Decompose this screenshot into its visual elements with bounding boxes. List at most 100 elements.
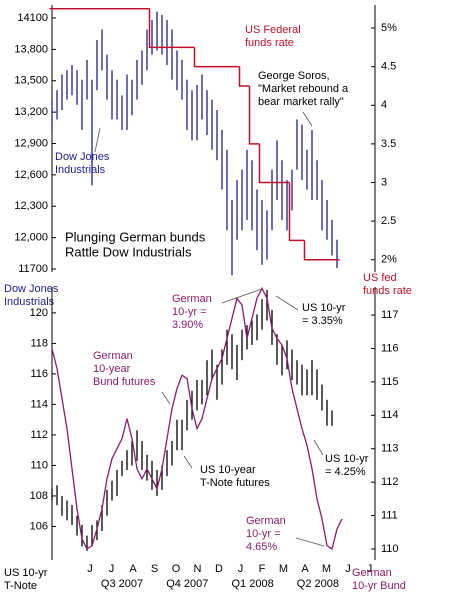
annotation: = 4.25% [325, 466, 366, 478]
annotation: Dow Jones [55, 151, 110, 163]
x-tick-label: J [367, 563, 373, 575]
step-segment [248, 85, 255, 145]
quarter-label: Q2 2008 [297, 578, 339, 590]
y2-tick-label: 112 [381, 476, 399, 488]
x-tick-label: A [301, 563, 309, 575]
y-tick-label: 114 [30, 398, 48, 410]
x-tick-label: M [322, 563, 331, 575]
y2-tick-label: 117 [381, 309, 399, 321]
annotation: US 10-yr [302, 302, 346, 314]
step-segment [303, 240, 310, 261]
y-tick-label: 13,200 [14, 106, 48, 118]
annotation: Industrials [4, 296, 55, 308]
y-tick-label: 11700 [18, 263, 48, 275]
y-tick-label: 13,800 [14, 43, 48, 55]
x-tick-label: J [238, 563, 244, 575]
annotation: Rattle Dow Industrials [65, 244, 192, 259]
x-tick-label: A [129, 563, 137, 575]
x-tick-label: J [87, 563, 93, 575]
step-segment [258, 143, 265, 184]
annotation: US 10-yr [325, 453, 369, 465]
x-tick-label: J [109, 563, 115, 575]
line [51, 286, 343, 551]
annotation: = 3.35% [302, 315, 343, 327]
annotation: German [246, 515, 286, 527]
annotation: George Soros, [258, 70, 330, 82]
x-tick-label: S [151, 563, 158, 575]
step-segment [238, 66, 245, 87]
annotation: 4.65% [246, 541, 277, 553]
y2-tick-label: 111 [381, 509, 398, 521]
pointer [94, 127, 101, 153]
step-segment [148, 8, 155, 49]
annotation: 10-yr Bund [352, 580, 406, 592]
annotation: bear market rally" [258, 96, 344, 108]
y-tick-label: 120 [30, 307, 48, 319]
annotation: 10-yr = [172, 306, 207, 318]
y2-tick-label: 3 [381, 176, 387, 188]
y-tick-label: 118 [30, 337, 48, 349]
y2-tick-label: 2.5 [381, 215, 396, 227]
annotation: Industrials [55, 164, 106, 176]
annotation: US 10-year [200, 464, 256, 476]
pointer [221, 288, 263, 304]
annotation: Bund futures [93, 376, 156, 388]
pointer [313, 439, 324, 456]
annotation: 10-year [93, 363, 131, 375]
y2-tick-label: 3.5 [381, 138, 396, 150]
annotation: 3.90% [172, 319, 203, 331]
x-tick-label: J [345, 563, 351, 575]
y2-tick-label: 5% [381, 22, 397, 34]
annotation: Dow Jones [4, 283, 59, 295]
y-tick-label: 12,900 [14, 137, 48, 149]
y2-tick-label: 4.5 [381, 61, 396, 73]
annotation: US Federal [245, 24, 301, 36]
y-tick-label: 106 [30, 520, 48, 532]
x-tick-label: N [194, 563, 202, 575]
quarter-label: Q3 2007 [101, 578, 143, 590]
step-segment [193, 47, 200, 68]
y2-tick-label: 4 [381, 99, 387, 111]
pointer [161, 391, 171, 405]
y-tick-label: 112 [30, 429, 48, 441]
x-tick-label: M [279, 563, 288, 575]
annotation: T-Note [4, 580, 37, 592]
x-tick-label: F [259, 563, 266, 575]
pointers [94, 111, 325, 547]
pointer [183, 455, 193, 469]
y-tick-label: 110 [30, 459, 48, 471]
y-tick-label: 12,000 [14, 232, 48, 244]
y2-tick-label: 2% [381, 254, 397, 266]
annotation: German [352, 567, 392, 579]
annotation: funds rate [363, 285, 412, 297]
annotation: German [93, 350, 133, 362]
quarter-label: Q1 2008 [231, 578, 273, 590]
y2-tick-label: 113 [381, 443, 399, 455]
y-tick-label: 14100 [17, 12, 48, 24]
y-tick-label: 116 [30, 368, 48, 380]
y-tick-label: 12,600 [14, 169, 48, 181]
annotation: US fed [363, 272, 397, 284]
annotation: funds rate [245, 37, 294, 49]
quarter-label: Q4 2007 [166, 578, 208, 590]
annotation: T-Note futures [200, 477, 270, 489]
annotation: German [172, 293, 212, 305]
step-segment [288, 182, 295, 242]
pointer [275, 295, 299, 311]
annotation: Plunging German bunds [65, 229, 206, 244]
y2-tick-label: 116 [381, 342, 399, 354]
pointer [302, 111, 313, 127]
y2-tick-label: 114 [381, 409, 399, 421]
y-tick-label: 12,300 [14, 200, 48, 212]
y2-tick-label: 110 [381, 543, 399, 555]
annotation: US 10-yr [4, 567, 48, 579]
pointer [295, 537, 325, 547]
y2-tick-label: 115 [381, 376, 399, 388]
x-tick-label: O [172, 563, 181, 575]
annotation: 10-yr = [246, 528, 281, 540]
x-tick-label: D [215, 563, 223, 575]
y-tick-label: 13,500 [14, 75, 48, 87]
y-tick-label: 108 [30, 490, 48, 502]
annotation: "Market rebound a [258, 83, 349, 95]
